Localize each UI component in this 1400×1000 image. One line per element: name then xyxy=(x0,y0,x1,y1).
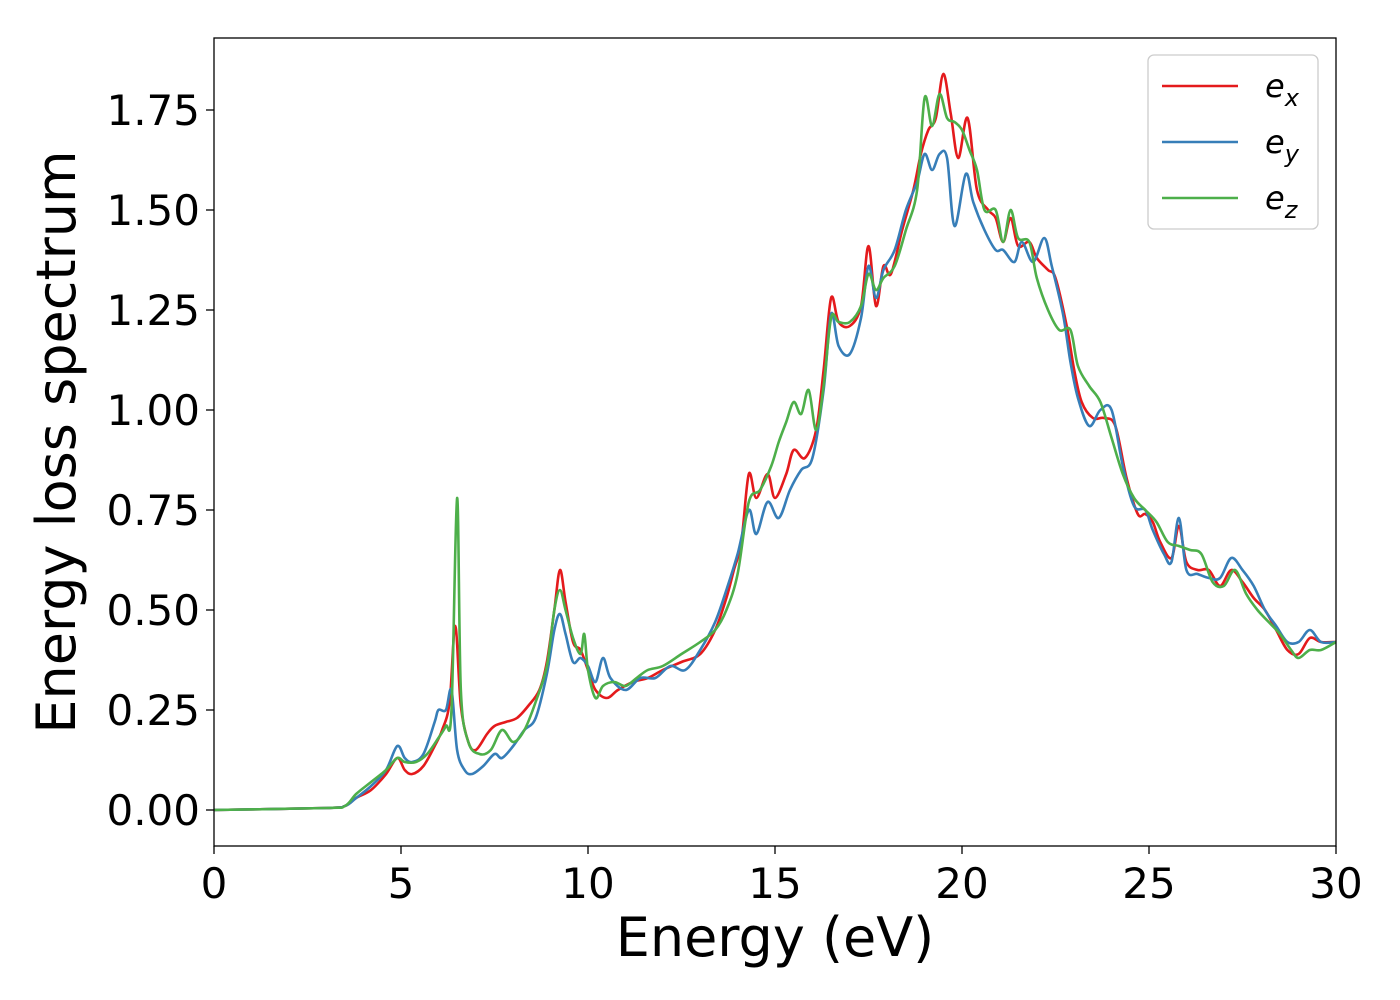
series-line-e-z xyxy=(214,92,1336,812)
x-tick-label: 10 xyxy=(561,859,614,908)
legend-label-e-y: ey xyxy=(1265,123,1300,168)
y-axis-label: Energy loss spectrum xyxy=(25,150,88,733)
y-tick-label: 0.25 xyxy=(106,686,200,735)
legend-label-subscript: y xyxy=(1284,140,1300,168)
legend-label-subscript: x xyxy=(1284,84,1300,112)
x-tick-label: 20 xyxy=(935,859,988,908)
y-tick-label: 1.50 xyxy=(106,186,200,235)
x-tick-label: 5 xyxy=(388,859,415,908)
legend-label-e-x: ex xyxy=(1265,67,1300,112)
x-axis: 0 5 10 15 20 25 30 xyxy=(201,846,1363,908)
legend-label-e-z: ez xyxy=(1265,179,1299,224)
y-tick-label: 0.00 xyxy=(106,786,200,835)
y-tick-label: 0.75 xyxy=(106,486,200,535)
series-layer xyxy=(214,72,1336,812)
y-tick-label: 1.75 xyxy=(106,86,200,135)
legend-label-base: e xyxy=(1265,123,1285,161)
y-tick-label: 0.50 xyxy=(106,586,200,635)
x-tick-label: 0 xyxy=(201,859,228,908)
y-axis: 0.00 0.25 0.50 0.75 1.00 1.25 1.50 1.75 xyxy=(106,86,214,835)
legend-label-base: e xyxy=(1265,67,1285,105)
x-tick-label: 25 xyxy=(1122,859,1175,908)
y-tick-label: 1.25 xyxy=(106,286,200,335)
x-axis-label: Energy (eV) xyxy=(616,906,935,969)
legend-label-base: e xyxy=(1265,179,1285,217)
y-tick-label: 1.00 xyxy=(106,386,200,435)
legend-label-subscript: z xyxy=(1284,196,1299,224)
x-tick-label: 15 xyxy=(748,859,801,908)
x-tick-label: 30 xyxy=(1309,859,1362,908)
